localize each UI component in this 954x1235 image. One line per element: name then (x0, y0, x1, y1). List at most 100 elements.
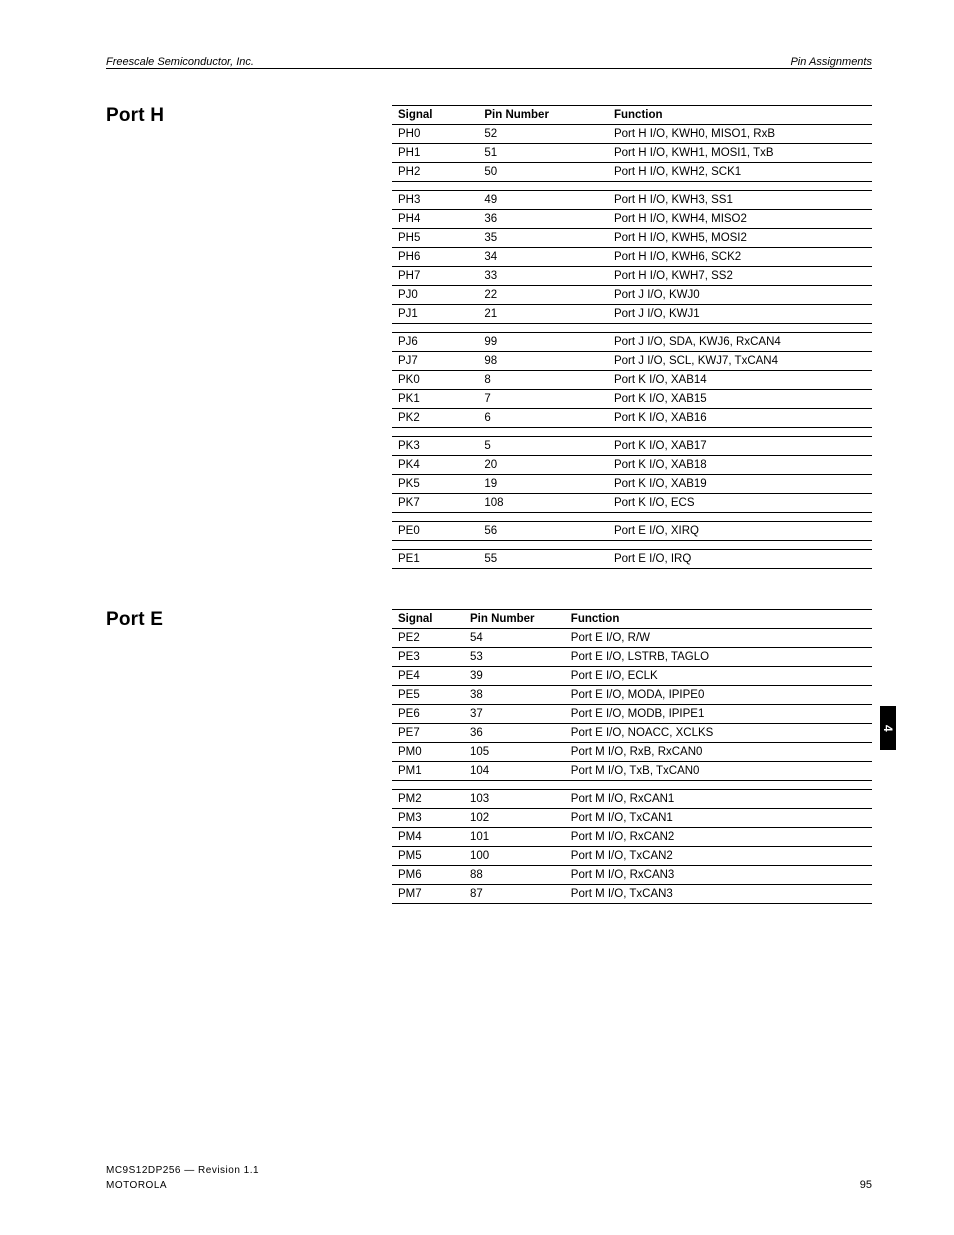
column-header: Pin Number (464, 610, 565, 629)
table-row: PK17Port K I/O, XAB15 (392, 390, 872, 409)
table-row: PM787Port M I/O, TxCAN3 (392, 885, 872, 904)
table-cell: 20 (478, 456, 608, 475)
table-row: PM4101Port M I/O, RxCAN2 (392, 828, 872, 847)
table-cell: 52 (478, 125, 608, 144)
table-cell: PM7 (392, 885, 464, 904)
table-cell: 8 (478, 371, 608, 390)
footer-doc-title: MC9S12DP256 — Revision 1.1 (106, 1165, 259, 1176)
table-cell: Port K I/O, XAB18 (608, 456, 872, 475)
table-cell: PK0 (392, 371, 478, 390)
table-cell: Port H I/O, KWH7, SS2 (608, 267, 872, 286)
table-cell: PM3 (392, 809, 464, 828)
table-cell: 39 (464, 667, 565, 686)
table-cell: PE7 (392, 724, 464, 743)
table-cell: 102 (464, 809, 565, 828)
table-cell: Port H I/O, KWH2, SCK1 (608, 163, 872, 182)
table-row: PH250Port H I/O, KWH2, SCK1 (392, 163, 872, 182)
table-cell: Port M I/O, TxCAN1 (565, 809, 872, 828)
table-cell: 98 (478, 352, 608, 371)
table-cell: Port K I/O, XAB17 (608, 437, 872, 456)
table-cell: 35 (478, 229, 608, 248)
table-cell: 101 (464, 828, 565, 847)
table-cell: 33 (478, 267, 608, 286)
section-body-port-e: SignalPin NumberFunctionPE254Port E I/O,… (392, 609, 872, 904)
table-cell: Port M I/O, TxCAN3 (565, 885, 872, 904)
table-cell: Port H I/O, KWH0, MISO1, RxB (608, 125, 872, 144)
table-cell: PH7 (392, 267, 478, 286)
table-row: PK35Port K I/O, XAB17 (392, 437, 872, 456)
table-cell: Port J I/O, KWJ1 (608, 305, 872, 324)
table-cell: PE4 (392, 667, 464, 686)
table-cell: PE1 (392, 550, 478, 569)
table-cell: PE6 (392, 705, 464, 724)
side-page-tab: 4 (880, 706, 896, 750)
table-cell: Port E I/O, R/W (565, 629, 872, 648)
table-cell: Port J I/O, SDA, KWJ6, RxCAN4 (608, 333, 872, 352)
table-row: PH349Port H I/O, KWH3, SS1 (392, 191, 872, 210)
table-cell: PM5 (392, 847, 464, 866)
table-cell: PJ1 (392, 305, 478, 324)
table-cell: PM0 (392, 743, 464, 762)
table-cell: PK1 (392, 390, 478, 409)
table-cell: PH3 (392, 191, 478, 210)
table-cell: Port E I/O, XIRQ (608, 522, 872, 541)
table-cell: Port E I/O, LSTRB, TAGLO (565, 648, 872, 667)
section-port-h: Port H SignalPin NumberFunctionPH052Port… (106, 105, 872, 569)
table-row: PM688Port M I/O, RxCAN3 (392, 866, 872, 885)
table-cell: 99 (478, 333, 608, 352)
table-row: PJ699Port J I/O, SDA, KWJ6, RxCAN4 (392, 333, 872, 352)
table-cell: Port K I/O, XAB16 (608, 409, 872, 428)
table-cell: 105 (464, 743, 565, 762)
table-row: PK420Port K I/O, XAB18 (392, 456, 872, 475)
table-row: PM1104Port M I/O, TxB, TxCAN0 (392, 762, 872, 781)
table-cell: PM6 (392, 866, 464, 885)
table-row: PK519Port K I/O, XAB19 (392, 475, 872, 494)
table-cell: Port M I/O, TxCAN2 (565, 847, 872, 866)
table-cell: 37 (464, 705, 565, 724)
header-block: Freescale Semiconductor, Inc. Pin Assign… (106, 56, 872, 69)
table-cell: 104 (464, 762, 565, 781)
column-header: Function (608, 106, 872, 125)
table-cell: Port M I/O, RxCAN2 (565, 828, 872, 847)
table-cell: Port H I/O, KWH3, SS1 (608, 191, 872, 210)
column-header: Signal (392, 106, 478, 125)
table-row: PK26Port K I/O, XAB16 (392, 409, 872, 428)
table-cell: Port M I/O, RxCAN3 (565, 866, 872, 885)
table-cell: PE2 (392, 629, 464, 648)
column-header: Signal (392, 610, 464, 629)
table-cell: PH4 (392, 210, 478, 229)
table-row: PJ121Port J I/O, KWJ1 (392, 305, 872, 324)
table-cell: PE0 (392, 522, 478, 541)
table-cell: Port J I/O, SCL, KWJ7, TxCAN4 (608, 352, 872, 371)
table-row: PH052Port H I/O, KWH0, MISO1, RxB (392, 125, 872, 144)
table-row: PM5100Port M I/O, TxCAN2 (392, 847, 872, 866)
table-cell: Port E I/O, MODA, IPIPE0 (565, 686, 872, 705)
table-cell: 54 (464, 629, 565, 648)
page-number: 95 (860, 1179, 872, 1191)
table-cell: 21 (478, 305, 608, 324)
table-cell: Port E I/O, ECLK (565, 667, 872, 686)
table-cell: Port E I/O, MODB, IPIPE1 (565, 705, 872, 724)
header-left: Freescale Semiconductor, Inc. (106, 56, 254, 68)
table-row: PK08Port K I/O, XAB14 (392, 371, 872, 390)
table-cell: Port K I/O, XAB19 (608, 475, 872, 494)
section-title-port-h: Port H (106, 105, 392, 127)
pin-table-port-h: SignalPin NumberFunctionPH052Port H I/O,… (392, 105, 872, 569)
table-cell: 36 (478, 210, 608, 229)
table-cell: 51 (478, 144, 608, 163)
table-cell: PH1 (392, 144, 478, 163)
table-cell: 22 (478, 286, 608, 305)
table-row: PE254Port E I/O, R/W (392, 629, 872, 648)
table-cell: 53 (464, 648, 565, 667)
section-port-e: Port E SignalPin NumberFunctionPE254Port… (106, 609, 872, 904)
table-cell: PM2 (392, 790, 464, 809)
pin-table-port-e: SignalPin NumberFunctionPE254Port E I/O,… (392, 609, 872, 904)
table-cell: 6 (478, 409, 608, 428)
table-row: PE538Port E I/O, MODA, IPIPE0 (392, 686, 872, 705)
header-right: Pin Assignments (790, 56, 872, 68)
table-row: PH151Port H I/O, KWH1, MOSI1, TxB (392, 144, 872, 163)
table-cell: 87 (464, 885, 565, 904)
table-cell: PK5 (392, 475, 478, 494)
column-header: Function (565, 610, 872, 629)
table-row: PE736Port E I/O, NOACC, XCLKS (392, 724, 872, 743)
